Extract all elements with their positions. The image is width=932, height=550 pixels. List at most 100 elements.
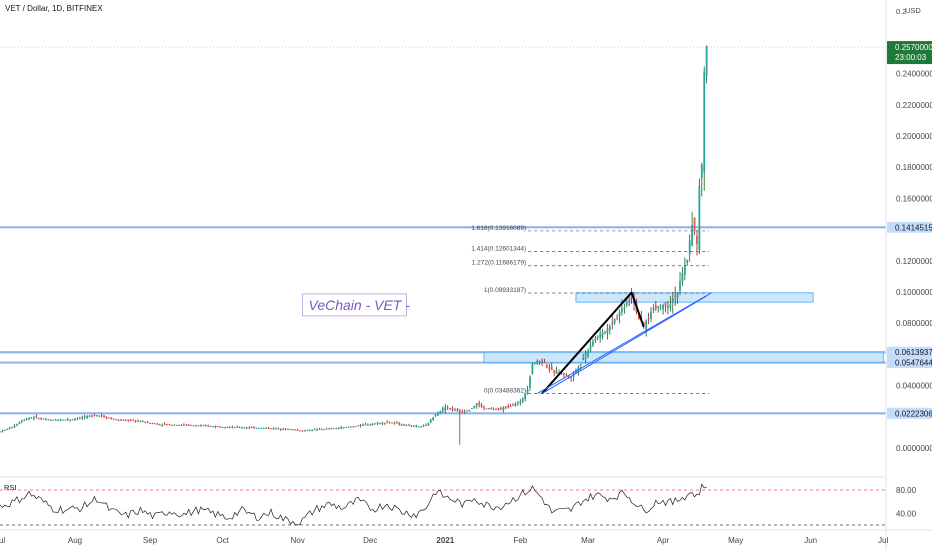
candle-body xyxy=(98,415,101,417)
candle-body xyxy=(352,426,355,428)
candle-body xyxy=(497,407,500,410)
candle-body xyxy=(487,408,490,410)
candle-body xyxy=(698,185,701,250)
candle-body xyxy=(37,418,40,420)
candle-body xyxy=(328,428,331,430)
candle-body xyxy=(679,281,681,291)
candle-body xyxy=(461,411,464,413)
candle-body xyxy=(408,424,410,426)
time-tick-label: Mar xyxy=(581,536,595,545)
candle-body xyxy=(662,304,664,310)
candle-body xyxy=(64,419,67,421)
candle-body xyxy=(604,332,606,334)
candle-body xyxy=(78,417,81,419)
trend-line xyxy=(541,291,633,395)
time-tick-label: Oct xyxy=(216,536,229,545)
candle-body xyxy=(199,425,202,427)
candle-body xyxy=(478,402,481,405)
time-axis[interactable]: Jul Aug Sep Oct Nov Dec 2021 Feb Mar Apr May Jun Jul xyxy=(0,529,932,545)
candle-body xyxy=(374,423,376,425)
candle-body xyxy=(439,411,442,414)
time-tick-label: Jun xyxy=(804,536,817,545)
candle-body xyxy=(683,264,686,275)
candle-body xyxy=(233,427,236,429)
candle-body xyxy=(543,362,546,364)
candle-body xyxy=(395,422,398,424)
candle-body xyxy=(192,425,195,427)
candle-body xyxy=(410,425,413,427)
candle-body xyxy=(185,424,188,426)
candle-body xyxy=(350,426,352,428)
candle-body xyxy=(587,350,589,356)
candle-body xyxy=(700,164,703,178)
candle-body xyxy=(422,425,425,427)
candle-body xyxy=(243,427,246,429)
candle-body xyxy=(650,311,652,319)
candle-body xyxy=(76,418,79,420)
candle-body xyxy=(524,393,527,400)
candle-body xyxy=(117,420,120,422)
candle-body xyxy=(333,428,335,430)
candle-body xyxy=(681,273,684,282)
candle-body xyxy=(364,424,367,426)
candle-body xyxy=(308,430,311,432)
annotation-text: VeChain - VET - xyxy=(309,297,411,313)
candle-body xyxy=(301,430,304,432)
candle-body xyxy=(466,410,468,412)
candle-body xyxy=(388,422,391,424)
candle-body xyxy=(654,305,657,309)
candle-body xyxy=(485,408,488,410)
candle-body xyxy=(258,428,260,430)
candle-body xyxy=(514,404,517,406)
candle-body xyxy=(611,322,614,324)
candle-body xyxy=(320,429,323,431)
candle-body xyxy=(325,428,328,430)
currency-label: USD xyxy=(905,6,921,15)
candle-body xyxy=(74,418,76,420)
candle-body xyxy=(20,421,23,423)
candle-body xyxy=(483,407,485,409)
candle-body xyxy=(521,397,524,402)
time-tick-label: May xyxy=(728,536,743,545)
time-tick-label: Nov xyxy=(291,536,305,545)
rsi-line xyxy=(0,483,707,526)
candle-body xyxy=(645,320,648,331)
candle-body xyxy=(277,428,280,430)
annotation-box xyxy=(302,293,407,317)
candle-body xyxy=(187,424,190,426)
candle-body xyxy=(596,337,599,339)
candle-body xyxy=(579,363,582,365)
candle-body xyxy=(231,426,234,428)
candle-body xyxy=(562,373,565,375)
candle-body xyxy=(323,429,326,431)
fib-level-label: 1.414(0.12601344) xyxy=(471,245,526,252)
candle-body xyxy=(630,294,633,297)
candle-body xyxy=(207,425,210,427)
candle-body xyxy=(686,259,689,264)
candle-body xyxy=(691,224,694,246)
candle-body xyxy=(393,422,396,424)
candle-body xyxy=(23,419,26,421)
candle-body xyxy=(538,361,541,363)
candle-body xyxy=(11,427,13,429)
candle-body xyxy=(362,424,364,426)
candle-body xyxy=(267,427,270,429)
candle-body xyxy=(212,426,214,428)
candle-body xyxy=(304,430,306,432)
candle-body xyxy=(490,408,493,410)
candle-body xyxy=(441,408,444,412)
candle-body xyxy=(18,422,21,425)
time-tick-label: Jul xyxy=(878,536,888,545)
candle-body xyxy=(214,426,217,428)
rsi-pane xyxy=(0,476,886,526)
candle-body xyxy=(342,427,345,429)
candle-body xyxy=(371,423,374,426)
candle-body xyxy=(546,365,548,368)
candle-body xyxy=(379,422,381,425)
candle-body xyxy=(589,345,592,351)
candle-body xyxy=(272,428,275,430)
